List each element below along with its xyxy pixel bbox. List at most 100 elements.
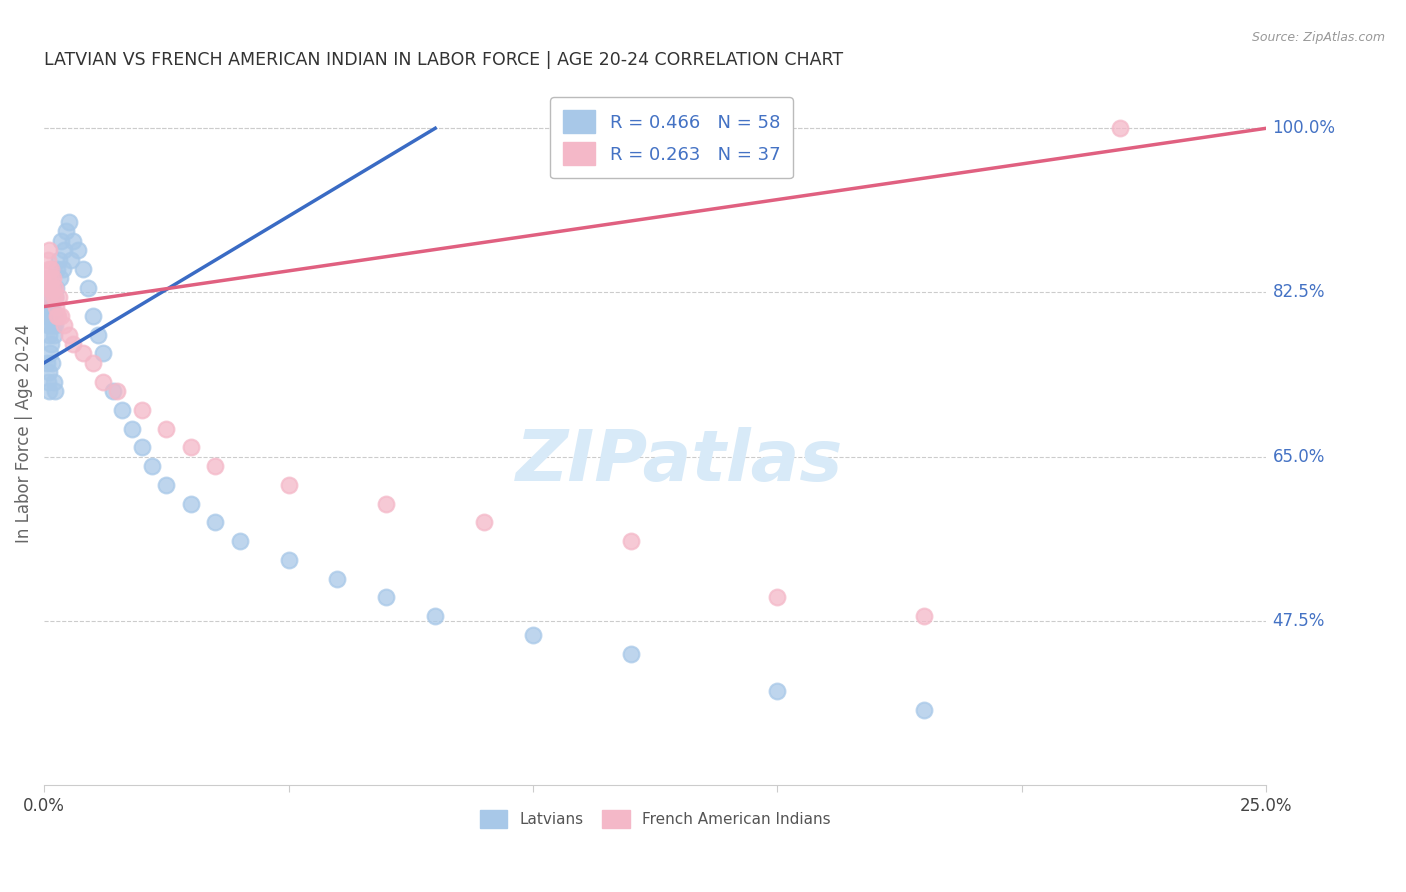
Point [46,309,69,323]
Point [87,327,110,342]
Legend: Latvians, French American Indians: Latvians, French American Indians [474,804,837,834]
Point [38,327,60,342]
Point [48,252,70,267]
Y-axis label: In Labor Force | Age 20-24: In Labor Force | Age 20-24 [15,324,32,543]
Point [42,318,65,333]
Point [375,497,398,511]
Point [1108,121,1130,136]
Point [326,572,349,586]
Point [41,300,63,314]
Text: LATVIAN VS FRENCH AMERICAN INDIAN IN LABOR FORCE | AGE 20-24 CORRELATION CHART: LATVIAN VS FRENCH AMERICAN INDIAN IN LAB… [44,51,844,69]
Point [44,290,66,304]
Point [101,384,124,398]
Text: Source: ZipAtlas.com: Source: ZipAtlas.com [1251,31,1385,45]
Point [72,346,94,360]
Point [37,375,59,389]
Point [39,281,62,295]
Point [41,337,63,351]
Text: ZIPatlas: ZIPatlas [516,427,844,496]
Point [82,309,104,323]
Text: 65.0%: 65.0% [1272,448,1324,466]
Point [131,402,153,417]
Point [44,309,66,323]
Point [180,440,202,454]
Point [38,290,60,304]
Point [277,553,299,567]
Point [44,384,66,398]
Point [39,318,62,333]
Point [204,516,226,530]
Point [67,244,90,258]
Point [41,262,63,277]
Point [46,309,69,323]
Point [37,271,59,285]
Point [766,684,789,698]
Point [49,271,72,285]
Point [522,628,544,642]
Point [277,478,299,492]
Point [62,234,84,248]
Point [52,244,75,258]
Point [55,225,77,239]
Point [42,290,65,304]
Point [58,215,80,229]
Point [141,458,163,473]
Point [48,290,70,304]
Point [131,440,153,454]
Point [52,262,75,277]
Point [38,244,60,258]
Point [425,609,447,624]
Point [62,337,84,351]
Text: 100.0%: 100.0% [1272,120,1336,137]
Point [46,262,69,277]
Point [51,309,73,323]
Point [51,234,73,248]
Point [37,318,59,333]
Point [107,384,129,398]
Point [111,402,134,417]
Point [35,281,58,295]
Point [45,300,67,314]
Point [375,591,398,605]
Point [228,534,250,549]
Point [472,516,495,530]
Point [44,281,66,295]
Point [38,262,60,277]
Point [121,421,143,435]
Point [39,271,62,285]
Point [58,327,80,342]
Text: 82.5%: 82.5% [1272,284,1324,301]
Point [77,281,100,295]
Point [41,356,63,370]
Point [42,281,65,295]
Point [41,309,63,323]
Text: 47.5%: 47.5% [1272,612,1324,630]
Point [620,647,643,661]
Point [38,384,60,398]
Point [42,327,65,342]
Point [39,309,62,323]
Point [52,318,75,333]
Point [41,281,63,295]
Point [42,271,65,285]
Point [44,318,66,333]
Point [912,609,935,624]
Point [37,252,59,267]
Point [91,346,114,360]
Point [204,458,226,473]
Point [39,346,62,360]
Point [155,421,177,435]
Point [59,252,82,267]
Point [912,703,935,717]
Point [42,375,65,389]
Point [39,300,62,314]
Point [35,356,58,370]
Point [91,375,114,389]
Point [766,591,789,605]
Point [180,497,202,511]
Point [620,534,643,549]
Point [82,356,104,370]
Point [72,262,94,277]
Point [155,478,177,492]
Point [41,290,63,304]
